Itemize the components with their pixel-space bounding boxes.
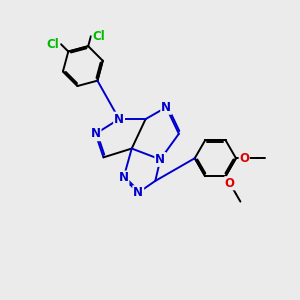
Text: O: O [225, 177, 235, 190]
Text: N: N [114, 112, 124, 126]
Text: N: N [155, 153, 165, 166]
Text: N: N [161, 101, 171, 114]
Text: N: N [91, 127, 100, 140]
Text: Cl: Cl [92, 30, 105, 43]
Text: O: O [239, 152, 249, 165]
Text: N: N [118, 172, 128, 184]
Text: Cl: Cl [47, 38, 59, 51]
Text: N: N [133, 186, 143, 199]
